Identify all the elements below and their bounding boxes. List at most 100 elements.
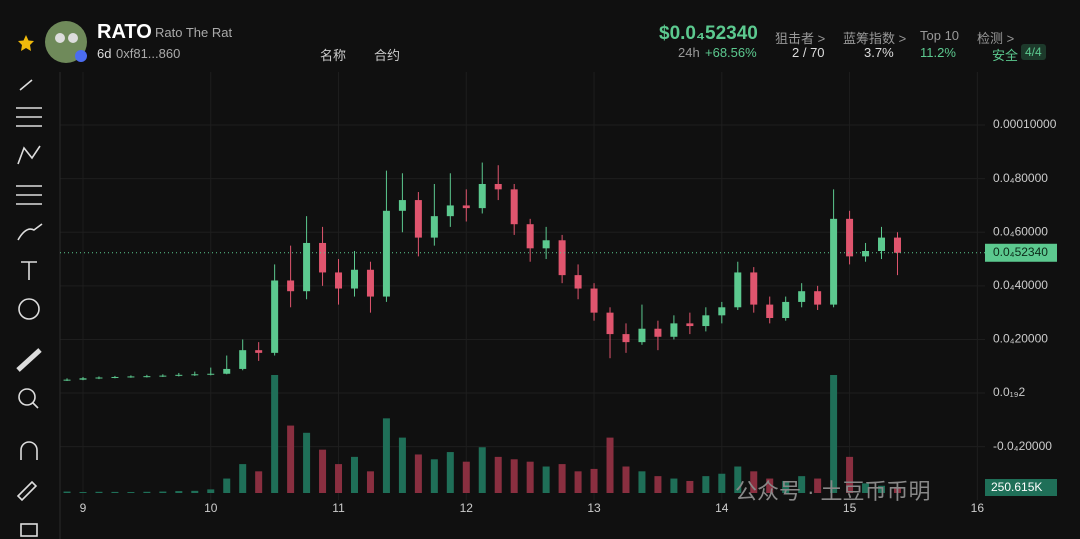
candle-body bbox=[366, 269, 374, 297]
candle-body bbox=[606, 312, 614, 335]
candle-body bbox=[670, 323, 678, 337]
pencil-tool[interactable] bbox=[16, 480, 38, 502]
volume-bar bbox=[510, 459, 518, 493]
x-tick-label: 11 bbox=[332, 501, 345, 515]
volume-bar bbox=[271, 375, 279, 493]
candle-body bbox=[654, 328, 662, 337]
y-tick-label: 0.0₄60000 bbox=[993, 224, 1048, 238]
x-tick-label: 14 bbox=[715, 501, 729, 515]
zoom-tool[interactable] bbox=[18, 388, 39, 409]
candle-body bbox=[510, 189, 518, 225]
candle-body bbox=[526, 224, 534, 249]
search-contract[interactable]: 合约 bbox=[374, 48, 401, 63]
volume-bar bbox=[878, 485, 886, 493]
candle-body bbox=[574, 275, 582, 289]
y-tick-label: 0.0₁₉2 bbox=[993, 385, 1025, 399]
volume-bar bbox=[718, 473, 726, 493]
candle-body bbox=[175, 374, 183, 376]
snipers: 2 / 70 bbox=[792, 45, 825, 60]
volume-bar bbox=[526, 461, 534, 493]
line-tool[interactable] bbox=[19, 79, 33, 91]
y-tick-label: 0.0₄40000 bbox=[993, 278, 1048, 292]
emoji-tool[interactable] bbox=[18, 298, 40, 320]
token-name: Rato The Rat bbox=[155, 25, 233, 40]
candle-body bbox=[798, 291, 806, 302]
volume-bar bbox=[830, 375, 838, 493]
candle-body bbox=[638, 328, 646, 343]
volume-bar bbox=[766, 478, 774, 493]
volume-bar bbox=[127, 492, 135, 493]
candle-body bbox=[846, 218, 854, 257]
candle-body bbox=[782, 301, 790, 319]
volume-bar bbox=[143, 491, 151, 493]
volume-bar bbox=[366, 471, 374, 493]
volume-bar bbox=[814, 478, 822, 493]
candle-body bbox=[430, 216, 438, 238]
volume-bar bbox=[223, 478, 231, 493]
candle-body bbox=[271, 280, 279, 353]
volume-bar bbox=[893, 486, 901, 493]
volume-bar bbox=[574, 471, 582, 493]
volume-bar bbox=[335, 464, 343, 493]
volume-bar bbox=[686, 480, 694, 493]
volume-bar bbox=[638, 471, 646, 493]
volume-bar bbox=[111, 491, 119, 493]
volume-bar bbox=[430, 459, 438, 493]
check-label[interactable]: 检测 > bbox=[977, 31, 1015, 46]
candle-body bbox=[350, 269, 358, 289]
lock-tool[interactable] bbox=[20, 523, 38, 537]
favorite-star[interactable] bbox=[17, 34, 35, 52]
magnet-tool[interactable] bbox=[20, 441, 38, 460]
volume-bar bbox=[670, 478, 678, 493]
candle-body bbox=[478, 183, 486, 209]
candle-body bbox=[287, 280, 295, 292]
volume-bar bbox=[702, 476, 710, 493]
candle-body bbox=[750, 272, 758, 305]
volume-bar bbox=[558, 464, 566, 493]
candle-body bbox=[303, 242, 311, 292]
ruler-tool[interactable] bbox=[16, 348, 42, 372]
candle-body bbox=[191, 374, 199, 376]
volume-bar bbox=[862, 483, 870, 493]
top10: 11.2% bbox=[920, 45, 956, 60]
candle-body bbox=[382, 210, 390, 297]
candle-body bbox=[814, 291, 822, 305]
candle-body bbox=[223, 368, 231, 374]
candle-body bbox=[893, 237, 901, 253]
fib-tool[interactable] bbox=[16, 185, 42, 205]
header: RATO Rato The Rat 6d 0xf81...860 名称 合约 $… bbox=[0, 0, 1080, 74]
plot bbox=[60, 72, 985, 500]
x-tick-label: 13 bbox=[587, 501, 601, 515]
volume-bar bbox=[542, 466, 550, 493]
check-status: 安全 bbox=[992, 48, 1019, 63]
candle-body bbox=[494, 183, 502, 190]
brush-tool[interactable] bbox=[17, 223, 43, 241]
text-tool[interactable] bbox=[21, 261, 37, 280]
volume-bar bbox=[750, 471, 758, 493]
current-volume-box bbox=[985, 479, 1057, 496]
x-tick-label: 10 bbox=[204, 501, 218, 515]
candle-body bbox=[398, 200, 406, 211]
price: $0.0₄52340 bbox=[659, 23, 758, 44]
bluechip: 3.7% bbox=[864, 45, 894, 60]
candle-body bbox=[239, 350, 247, 369]
candle-body bbox=[590, 288, 598, 313]
y-tick-label: -0.0₄20000 bbox=[993, 439, 1052, 453]
token-address[interactable]: 0xf81...860 bbox=[116, 46, 181, 61]
pattern-tool[interactable] bbox=[17, 145, 41, 165]
snipers-label[interactable]: 狙击者 > bbox=[775, 31, 826, 46]
y-tick-label: 0.0₄20000 bbox=[993, 332, 1048, 346]
check-score: 4/4 bbox=[1021, 44, 1046, 60]
volume-bar bbox=[79, 492, 87, 493]
candle-body bbox=[462, 205, 470, 209]
volume-bar bbox=[382, 418, 390, 493]
current-volume-label: 250.615K bbox=[991, 480, 1042, 494]
search-name[interactable]: 名称 bbox=[320, 48, 347, 63]
toolbar bbox=[16, 79, 43, 537]
bluechip-label[interactable]: 蓝筹指数 > bbox=[843, 31, 907, 46]
candle-body bbox=[127, 376, 135, 378]
hlines-tool[interactable] bbox=[16, 107, 42, 127]
candle-body bbox=[414, 200, 422, 238]
volume-bar bbox=[175, 491, 183, 493]
